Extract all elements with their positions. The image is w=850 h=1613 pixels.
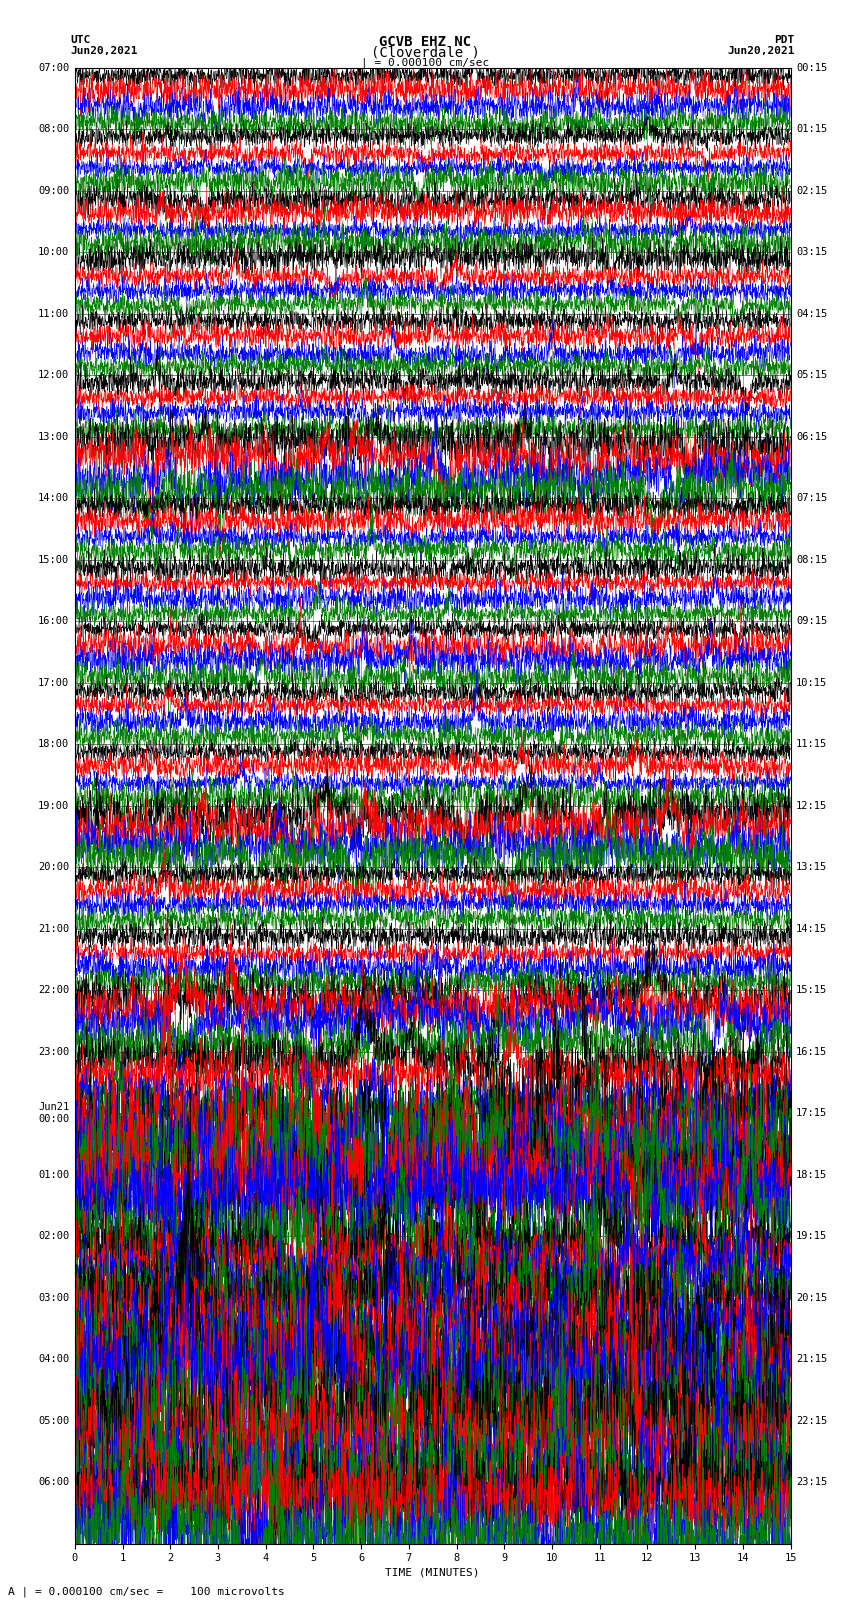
- Text: 09:15: 09:15: [796, 616, 827, 626]
- Text: Jun21
00:00: Jun21 00:00: [38, 1102, 69, 1124]
- Text: 12:00: 12:00: [38, 371, 69, 381]
- Text: (Cloverdale ): (Cloverdale ): [371, 45, 479, 60]
- X-axis label: TIME (MINUTES): TIME (MINUTES): [385, 1568, 480, 1578]
- Text: 22:15: 22:15: [796, 1416, 827, 1426]
- Text: 06:15: 06:15: [796, 432, 827, 442]
- Text: 19:00: 19:00: [38, 800, 69, 811]
- Text: 09:00: 09:00: [38, 185, 69, 195]
- Text: 11:15: 11:15: [796, 739, 827, 748]
- Text: 10:00: 10:00: [38, 247, 69, 256]
- Text: 13:00: 13:00: [38, 432, 69, 442]
- Text: 06:00: 06:00: [38, 1478, 69, 1487]
- Text: 04:00: 04:00: [38, 1355, 69, 1365]
- Text: 08:00: 08:00: [38, 124, 69, 134]
- Text: 16:15: 16:15: [796, 1047, 827, 1057]
- Text: 20:15: 20:15: [796, 1292, 827, 1303]
- Text: 01:15: 01:15: [796, 124, 827, 134]
- Text: 07:15: 07:15: [796, 494, 827, 503]
- Text: 05:15: 05:15: [796, 371, 827, 381]
- Text: Jun20,2021: Jun20,2021: [728, 45, 795, 56]
- Text: 15:15: 15:15: [796, 986, 827, 995]
- Text: 13:15: 13:15: [796, 863, 827, 873]
- Text: 10:15: 10:15: [796, 677, 827, 687]
- Text: 23:15: 23:15: [796, 1478, 827, 1487]
- Text: 12:15: 12:15: [796, 800, 827, 811]
- Text: PDT: PDT: [774, 35, 795, 45]
- Text: 14:00: 14:00: [38, 494, 69, 503]
- Text: 02:15: 02:15: [796, 185, 827, 195]
- Text: 18:00: 18:00: [38, 739, 69, 748]
- Text: Jun20,2021: Jun20,2021: [71, 45, 138, 56]
- Text: 01:00: 01:00: [38, 1169, 69, 1179]
- Text: GCVB EHZ NC: GCVB EHZ NC: [379, 35, 471, 48]
- Text: 11:00: 11:00: [38, 308, 69, 319]
- Text: 21:15: 21:15: [796, 1355, 827, 1365]
- Text: 23:00: 23:00: [38, 1047, 69, 1057]
- Text: UTC: UTC: [71, 35, 91, 45]
- Text: 19:15: 19:15: [796, 1231, 827, 1240]
- Text: 22:00: 22:00: [38, 986, 69, 995]
- Text: 14:15: 14:15: [796, 924, 827, 934]
- Text: | = 0.000100 cm/sec: | = 0.000100 cm/sec: [361, 58, 489, 68]
- Text: 00:15: 00:15: [796, 63, 827, 73]
- Text: 08:15: 08:15: [796, 555, 827, 565]
- Text: 04:15: 04:15: [796, 308, 827, 319]
- Text: 03:00: 03:00: [38, 1292, 69, 1303]
- Text: 05:00: 05:00: [38, 1416, 69, 1426]
- Text: 07:00: 07:00: [38, 63, 69, 73]
- Text: 03:15: 03:15: [796, 247, 827, 256]
- Text: 20:00: 20:00: [38, 863, 69, 873]
- Text: 21:00: 21:00: [38, 924, 69, 934]
- Text: 17:00: 17:00: [38, 677, 69, 687]
- Text: 15:00: 15:00: [38, 555, 69, 565]
- Text: 02:00: 02:00: [38, 1231, 69, 1240]
- Text: 17:15: 17:15: [796, 1108, 827, 1118]
- Text: 18:15: 18:15: [796, 1169, 827, 1179]
- Text: 16:00: 16:00: [38, 616, 69, 626]
- Text: A | = 0.000100 cm/sec =    100 microvolts: A | = 0.000100 cm/sec = 100 microvolts: [8, 1586, 286, 1597]
